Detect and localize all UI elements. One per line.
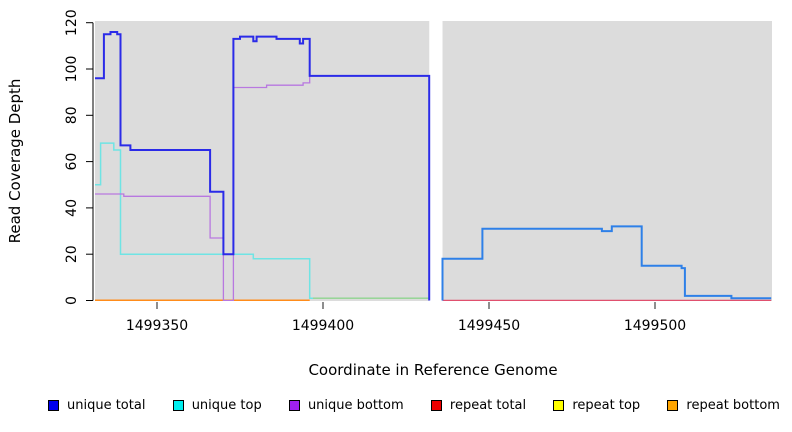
legend-swatch-repeat-top	[553, 400, 565, 411]
legend-label-repeat-top: repeat top	[572, 398, 641, 413]
legend-label-unique-top: unique top	[191, 398, 262, 413]
y-tick-label: 40	[64, 199, 80, 217]
y-tick-label: 120	[64, 9, 80, 36]
coverage-gap-band	[429, 21, 443, 301]
y-tick-label: 80	[64, 106, 80, 124]
y-tick-label: 100	[64, 56, 80, 83]
x-tick-label: 1499350	[126, 318, 188, 334]
legend-label-repeat-total: repeat total	[449, 398, 527, 413]
legend-item-unique-total: unique total	[48, 398, 145, 413]
legend-swatch-unique-top	[172, 400, 184, 411]
legend-swatch-unique-total	[48, 400, 59, 411]
legend-label-repeat-bottom: repeat bottom	[686, 398, 780, 413]
legend-swatch-repeat-bottom	[667, 400, 679, 411]
y-tick-label: 0	[64, 296, 80, 305]
y-tick-label: 20	[64, 245, 80, 263]
series-unique-total	[95, 31, 431, 301]
x-axis-title: Coordinate in Reference Genome	[308, 361, 558, 379]
legend-item-unique-bottom: unique bottom	[288, 398, 404, 413]
series-unique-total-unique-top-overlap-right-of-gap	[441, 225, 772, 301]
y-tick-label: 60	[64, 153, 80, 171]
legend-swatch-unique-bottom	[288, 400, 300, 411]
x-tick-label: 1499400	[292, 318, 354, 334]
x-tick-label: 1499450	[458, 318, 520, 334]
legend-item-repeat-total: repeat total	[430, 398, 527, 413]
legend-item-repeat-top: repeat top	[553, 398, 640, 413]
legend-item-repeat-bottom: repeat bottom	[667, 398, 780, 413]
legend-swatch-repeat-total	[430, 400, 442, 411]
y-axis-title: Read Coverage Depth	[6, 78, 24, 244]
legend-label-unique-bottom: unique bottom	[307, 398, 404, 413]
series-unique-top	[95, 142, 313, 299]
legend-label-unique-total: unique total	[67, 398, 146, 413]
legend: unique total unique top unique bottom repea…	[0, 398, 792, 413]
x-tick-label: 1499500	[624, 318, 686, 334]
legend-item-unique-top: unique top	[172, 398, 262, 413]
